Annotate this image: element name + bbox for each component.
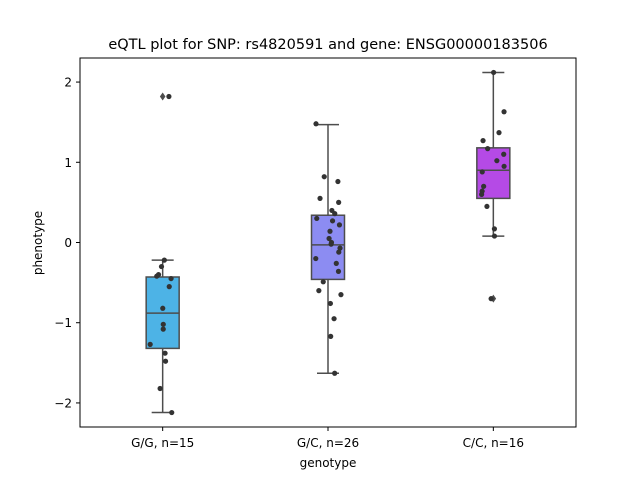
box-group [145,92,180,416]
data-point [333,260,339,266]
data-point [162,358,169,364]
data-point [481,183,487,189]
y-axis-label: phenotype [31,211,45,275]
chart-title: eQTL plot for SNP: rs4820591 and gene: E… [108,37,547,53]
data-point [326,235,332,242]
data-point [491,233,498,239]
data-point [496,130,502,136]
data-point [335,178,341,185]
data-point [161,257,167,263]
x-tick-label: C/C, n=16 [463,436,524,450]
y-tick-label: −1 [54,316,72,330]
data-point [155,271,162,278]
data-point [321,174,327,180]
data-point [488,296,494,302]
data-point [329,218,336,224]
data-point [336,222,343,228]
data-point [485,146,491,152]
data-point [491,69,497,76]
data-point [168,275,174,282]
data-point [337,245,343,251]
y-tick-label: 1 [64,156,72,170]
data-point [166,284,172,290]
data-point [314,215,320,222]
data-point [158,263,165,270]
data-point [169,409,175,416]
data-point [501,109,507,115]
data-point [332,370,338,376]
data-point [327,228,333,234]
data-point [328,333,334,339]
data-point [166,93,172,100]
y-tick-label: 0 [64,236,72,250]
box-group [476,69,511,303]
plot-area [145,69,511,416]
data-point [313,121,319,127]
data-point [479,169,485,175]
axes: −2 −1 0 1 2 G/G, n=15 G/C, n=26 C/C, n=16 [54,76,524,450]
y-tick-label: 2 [64,76,72,90]
data-point [327,300,334,307]
data-point [479,191,485,197]
data-point [157,385,163,392]
data-point [160,305,166,311]
data-point [328,241,334,247]
data-point [317,195,323,201]
data-point [484,203,490,210]
data-point [316,288,322,294]
data-point [332,211,338,217]
data-point [501,151,507,157]
data-point [338,292,344,298]
data-point [331,316,337,322]
x-axis-label: genotype [300,456,357,470]
data-point [336,249,342,255]
data-point [335,268,342,274]
outlier-marker [159,92,166,101]
data-point [162,350,168,356]
data-point [501,163,507,169]
data-point [491,226,498,232]
data-point [313,255,319,262]
data-point [480,138,486,144]
x-tick-label: G/C, n=26 [297,436,359,450]
data-point [494,158,500,164]
box-group [310,121,346,376]
data-point [147,341,153,347]
data-point [160,321,166,327]
y-tick-label: −2 [54,396,72,410]
data-point [336,199,342,205]
data-point [160,326,166,332]
data-point [320,279,326,285]
x-tick-label: G/G, n=15 [131,436,194,450]
